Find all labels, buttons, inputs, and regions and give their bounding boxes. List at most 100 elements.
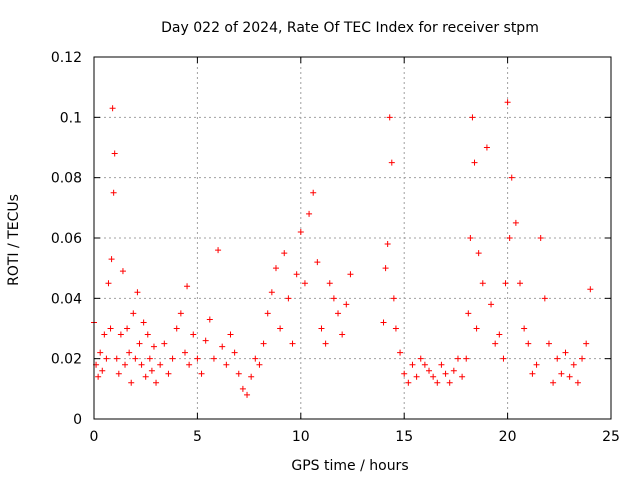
data-point [124, 325, 131, 332]
data-point [285, 295, 292, 302]
data-point [165, 370, 172, 377]
data-point [384, 241, 391, 248]
data-point [181, 349, 188, 356]
data-point [103, 355, 110, 362]
x-tick-label: 15 [395, 429, 413, 445]
y-tick-label: 0.1 [60, 110, 82, 126]
x-tick-label: 20 [499, 429, 517, 445]
grid-lines [94, 57, 611, 419]
data-point [587, 286, 594, 293]
data-point [99, 367, 106, 374]
data-point [264, 310, 271, 317]
data-point [206, 316, 213, 323]
data-point [144, 331, 151, 338]
data-point [401, 370, 408, 377]
data-point [492, 340, 499, 347]
data-point [277, 325, 284, 332]
data-point [512, 219, 519, 226]
data-point [322, 340, 329, 347]
data-point [525, 340, 532, 347]
data-point [173, 325, 180, 332]
data-point [177, 310, 184, 317]
data-point [109, 105, 116, 112]
data-point [252, 355, 259, 362]
data-point [335, 310, 342, 317]
data-point [110, 189, 117, 196]
y-axis-label: ROTI / TECUs [6, 194, 22, 286]
data-point [148, 367, 155, 374]
data-point [450, 367, 457, 374]
data-point [475, 250, 482, 257]
data-point [138, 361, 145, 368]
data-point [146, 355, 153, 362]
data-point [293, 271, 300, 278]
data-point [134, 289, 141, 296]
data-point [579, 355, 586, 362]
data-point [463, 355, 470, 362]
data-point [223, 361, 230, 368]
data-point [330, 295, 337, 302]
data-point [442, 370, 449, 377]
data-point [95, 373, 102, 380]
data-point [97, 349, 104, 356]
data-point [413, 373, 420, 380]
data-point [113, 355, 120, 362]
y-tick-label: 0 [73, 412, 82, 428]
data-point [438, 361, 445, 368]
x-tick-label: 5 [193, 429, 202, 445]
data-point [574, 379, 581, 386]
data-point [550, 379, 557, 386]
y-tick-label: 0.04 [51, 291, 82, 307]
data-point [504, 99, 511, 106]
data-point [409, 361, 416, 368]
data-point [239, 385, 246, 392]
data-point [128, 379, 135, 386]
data-point [479, 280, 486, 287]
data-point [306, 210, 313, 217]
y-tick-label: 0.06 [51, 231, 82, 247]
data-point [392, 325, 399, 332]
data-point [157, 361, 164, 368]
data-point [105, 280, 112, 287]
data-point [386, 114, 393, 121]
data-point [136, 340, 143, 347]
data-point [533, 361, 540, 368]
data-point [459, 373, 466, 380]
data-point [382, 265, 389, 272]
data-point [119, 268, 126, 275]
x-tick-label: 10 [292, 429, 310, 445]
data-point [326, 280, 333, 287]
data-point [248, 373, 255, 380]
y-tick-label: 0.08 [51, 171, 82, 187]
data-point [130, 310, 137, 317]
plot-frame [93, 56, 612, 420]
data-point [268, 289, 275, 296]
data-point [281, 250, 288, 257]
data-point [405, 379, 412, 386]
data-point [260, 340, 267, 347]
data-point [529, 370, 536, 377]
data-point [169, 355, 176, 362]
data-point [521, 325, 528, 332]
data-point [541, 295, 548, 302]
data-point [301, 280, 308, 287]
data-point [508, 174, 515, 181]
chart-title: Day 022 of 2024, Rate Of TEC Index for r… [161, 20, 539, 36]
data-point [115, 370, 122, 377]
data-point [318, 325, 325, 332]
data-point [256, 361, 263, 368]
x-tick-label: 25 [602, 429, 620, 445]
data-point [186, 361, 193, 368]
data-point [227, 331, 234, 338]
data-point [347, 271, 354, 278]
data-point [488, 301, 495, 308]
data-point [467, 235, 474, 241]
data-point [554, 355, 561, 362]
data-point [101, 331, 108, 338]
data-point [117, 331, 124, 338]
y-tick-labels: 0 0.02 0.04 0.06 0.08 0.1 0.12 [51, 50, 82, 428]
data-point [483, 144, 490, 151]
data-point [473, 325, 480, 332]
data-point [142, 373, 149, 380]
